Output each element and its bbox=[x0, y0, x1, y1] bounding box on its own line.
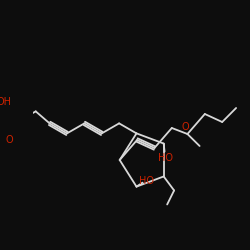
Text: O: O bbox=[181, 122, 189, 132]
Text: HO: HO bbox=[158, 152, 173, 162]
Text: O: O bbox=[6, 135, 14, 145]
Text: OH: OH bbox=[0, 97, 12, 107]
Text: HO: HO bbox=[140, 176, 154, 186]
